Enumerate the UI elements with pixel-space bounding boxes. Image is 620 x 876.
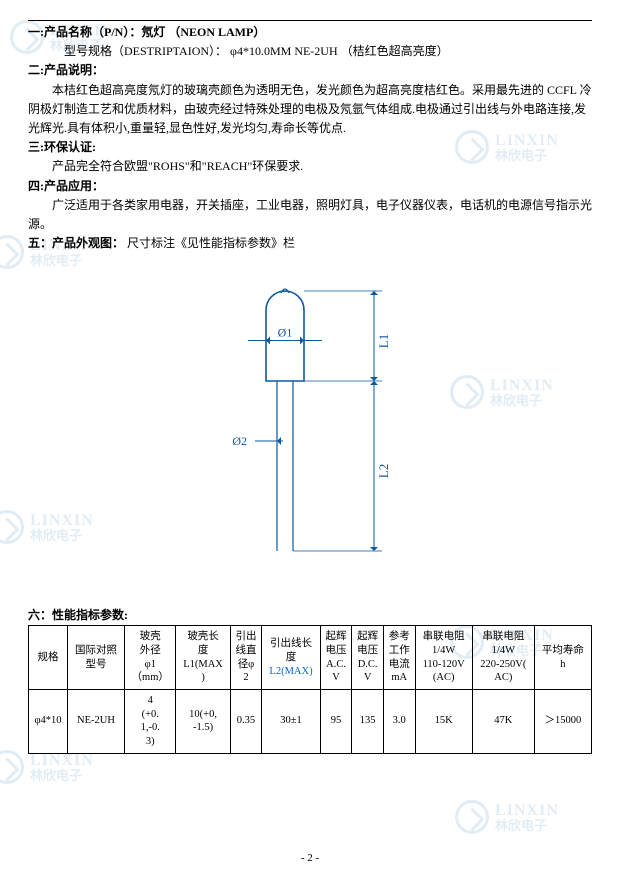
table-header-cell: 玻壳长度L1(MAX) — [176, 626, 230, 690]
table-cell: 95 — [320, 690, 352, 754]
spec-value: φ4*10.0MM NE-2UH （桔红色超高亮度） — [227, 44, 449, 58]
table-cell: 10(+0,-1.5) — [176, 690, 230, 754]
table-header-cell: 平均寿命h — [534, 626, 591, 690]
table-body: φ4*10NE-2UH4(+0.1,-0.3)10(+0,-1.5)0.3530… — [29, 690, 592, 754]
table-cell: 135 — [352, 690, 384, 754]
section3-body: 产品完全符合欧盟"ROHS"和"REACH"环保要求. — [28, 157, 592, 176]
table-header-row: 规格国际对照型号玻壳外径φ1（mm）玻壳长度L1(MAX)引出线直径φ2引出线长… — [29, 626, 592, 690]
section3-title: 三:环保认证: — [28, 138, 592, 157]
table-header-cell: 国际对照型号 — [67, 626, 124, 690]
svg-text:Ø2: Ø2 — [232, 434, 247, 448]
section1-title-prefix: 一:产品名称（P/N）： — [28, 25, 141, 39]
table-cell: 15K — [415, 690, 472, 754]
table-cell: 3.0 — [383, 690, 415, 754]
svg-text:Ø1: Ø1 — [278, 326, 293, 340]
section5-title: 五：产品外观图： — [28, 236, 124, 250]
svg-text:L2: L2 — [376, 464, 391, 478]
neon-lamp-diagram: Ø1 Ø2 L1 L2 — [180, 271, 440, 581]
section4-body: 广泛适用于各类家用电器，开关插座，工业电器，照明灯具，电子仪器仪表，电话机的电源… — [28, 196, 592, 234]
table-cell: 30±1 — [262, 690, 321, 754]
svg-text:L1: L1 — [376, 334, 391, 348]
table-header-cell: 引出线直径φ2 — [230, 626, 262, 690]
page-number: - 2 - — [0, 850, 620, 868]
section5-suffix: 尺寸标注《见性能指标参数》栏 — [127, 236, 295, 250]
table-header-cell: 起辉电压D.C.V — [352, 626, 384, 690]
table-cell: 4(+0.1,-0.3) — [125, 690, 176, 754]
watermark: LINXIN林欣电子 — [0, 750, 94, 784]
table-header-cell: 玻壳外径φ1（mm） — [125, 626, 176, 690]
spec-table: 规格国际对照型号玻壳外径φ1（mm）玻壳长度L1(MAX)引出线直径φ2引出线长… — [28, 625, 592, 753]
table-cell: NE-2UH — [67, 690, 124, 754]
table-row: φ4*10NE-2UH4(+0.1,-0.3)10(+0,-1.5)0.3530… — [29, 690, 592, 754]
table-cell: ＞15000 — [534, 690, 591, 754]
table-cell: 0.35 — [230, 690, 262, 754]
table-header-cell: 串联电阻1/4W220-250V(AC) — [472, 626, 534, 690]
section2-title: 二:产品说明： — [28, 61, 592, 80]
table-header-cell: 参考工作电流mA — [383, 626, 415, 690]
figure-container: Ø1 Ø2 L1 L2 — [28, 271, 592, 581]
table-header-cell: 起辉电压A.C.V — [320, 626, 352, 690]
watermark: LINXIN林欣电子 — [455, 800, 559, 834]
section6-title: 六：性能指标参数: — [28, 606, 592, 625]
spec-label: 型号规格（DESTRIPTAION）： — [64, 44, 227, 58]
section4-title: 四:产品应用： — [28, 177, 592, 196]
section1-product: 氖灯 （NEON LAMP） — [141, 25, 265, 39]
table-header-cell: 引出线长度L2(MAX) — [262, 626, 321, 690]
table-header-cell: 规格 — [29, 626, 68, 690]
section2-body: 本桔红色超高亮度氖灯的玻璃壳颜色为透明无色，发光颜色为超高亮度桔红色。采用最先进… — [28, 81, 592, 139]
table-cell: 47K — [472, 690, 534, 754]
table-cell: φ4*10 — [29, 690, 68, 754]
table-header-cell: 串联电阻1/4W110-120V(AC) — [415, 626, 472, 690]
